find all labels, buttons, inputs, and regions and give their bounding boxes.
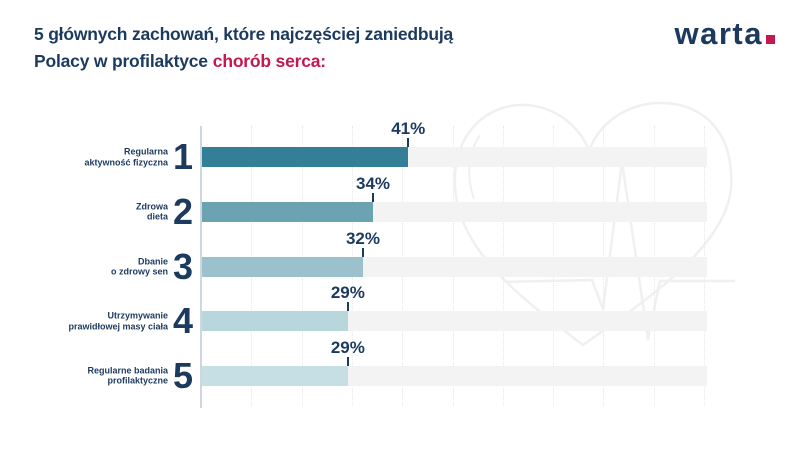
value-tick [361, 247, 364, 257]
bar [202, 256, 363, 277]
rank-number: 1 [172, 136, 194, 178]
value-label: 29% [330, 283, 365, 303]
value-label: 41% [391, 119, 426, 139]
category-label: Dbanie o zdrowy sen [110, 256, 168, 277]
warta-logo: warta [675, 18, 775, 49]
bar [202, 147, 409, 168]
warta-logo-text: warta [674, 16, 763, 51]
bar-track [202, 147, 707, 168]
category-label: Regularne badania profilaktyczne [87, 365, 168, 386]
bar-track [202, 201, 707, 222]
chart-row: Zdrowa dieta 2 34% [0, 175, 800, 229]
bar [202, 311, 348, 332]
chart-row: Regularna aktywność fizyczna 1 41% [0, 120, 800, 175]
category-label: Utrzymywanie prawidłowej masy ciała [68, 310, 168, 332]
value-tick [346, 356, 349, 366]
chart-row: Utrzymywanie prawidłowej masy ciała 4 29… [0, 284, 800, 339]
bar-track [202, 365, 707, 386]
chart-baseline-axis [200, 126, 202, 408]
rank-number: 2 [172, 190, 194, 232]
value-tick [372, 192, 375, 202]
warta-logo-dot-icon [766, 35, 775, 44]
rank-number: 3 [172, 245, 194, 287]
page-title: 5 głównych zachowań, które najczęściej z… [34, 21, 453, 75]
value-label: 34% [356, 173, 391, 193]
title-line-2-normal: Polacy w profilaktyce [34, 51, 208, 71]
bar [202, 201, 374, 222]
rank-number: 4 [172, 300, 194, 342]
bar-track [202, 256, 707, 277]
value-label: 29% [330, 337, 365, 357]
category-label: Regularna aktywność fizyczna [84, 146, 168, 168]
chart-row: Dbanie o zdrowy sen 3 32% [0, 230, 800, 284]
value-label: 32% [345, 228, 380, 248]
chart-row: Regularne badania profilaktyczne 5 29% [0, 339, 800, 393]
bar [202, 365, 348, 386]
title-line-2: Polacy w profilaktyce chorób serca: [34, 48, 453, 75]
title-highlight: chorób serca: [212, 51, 326, 71]
value-tick [407, 138, 410, 148]
rank-number: 5 [172, 354, 194, 396]
category-label: Zdrowa dieta [135, 201, 168, 222]
bar-track [202, 311, 707, 332]
title-line-1: 5 głównych zachowań, które najczęściej z… [34, 24, 454, 44]
value-tick [346, 302, 349, 312]
